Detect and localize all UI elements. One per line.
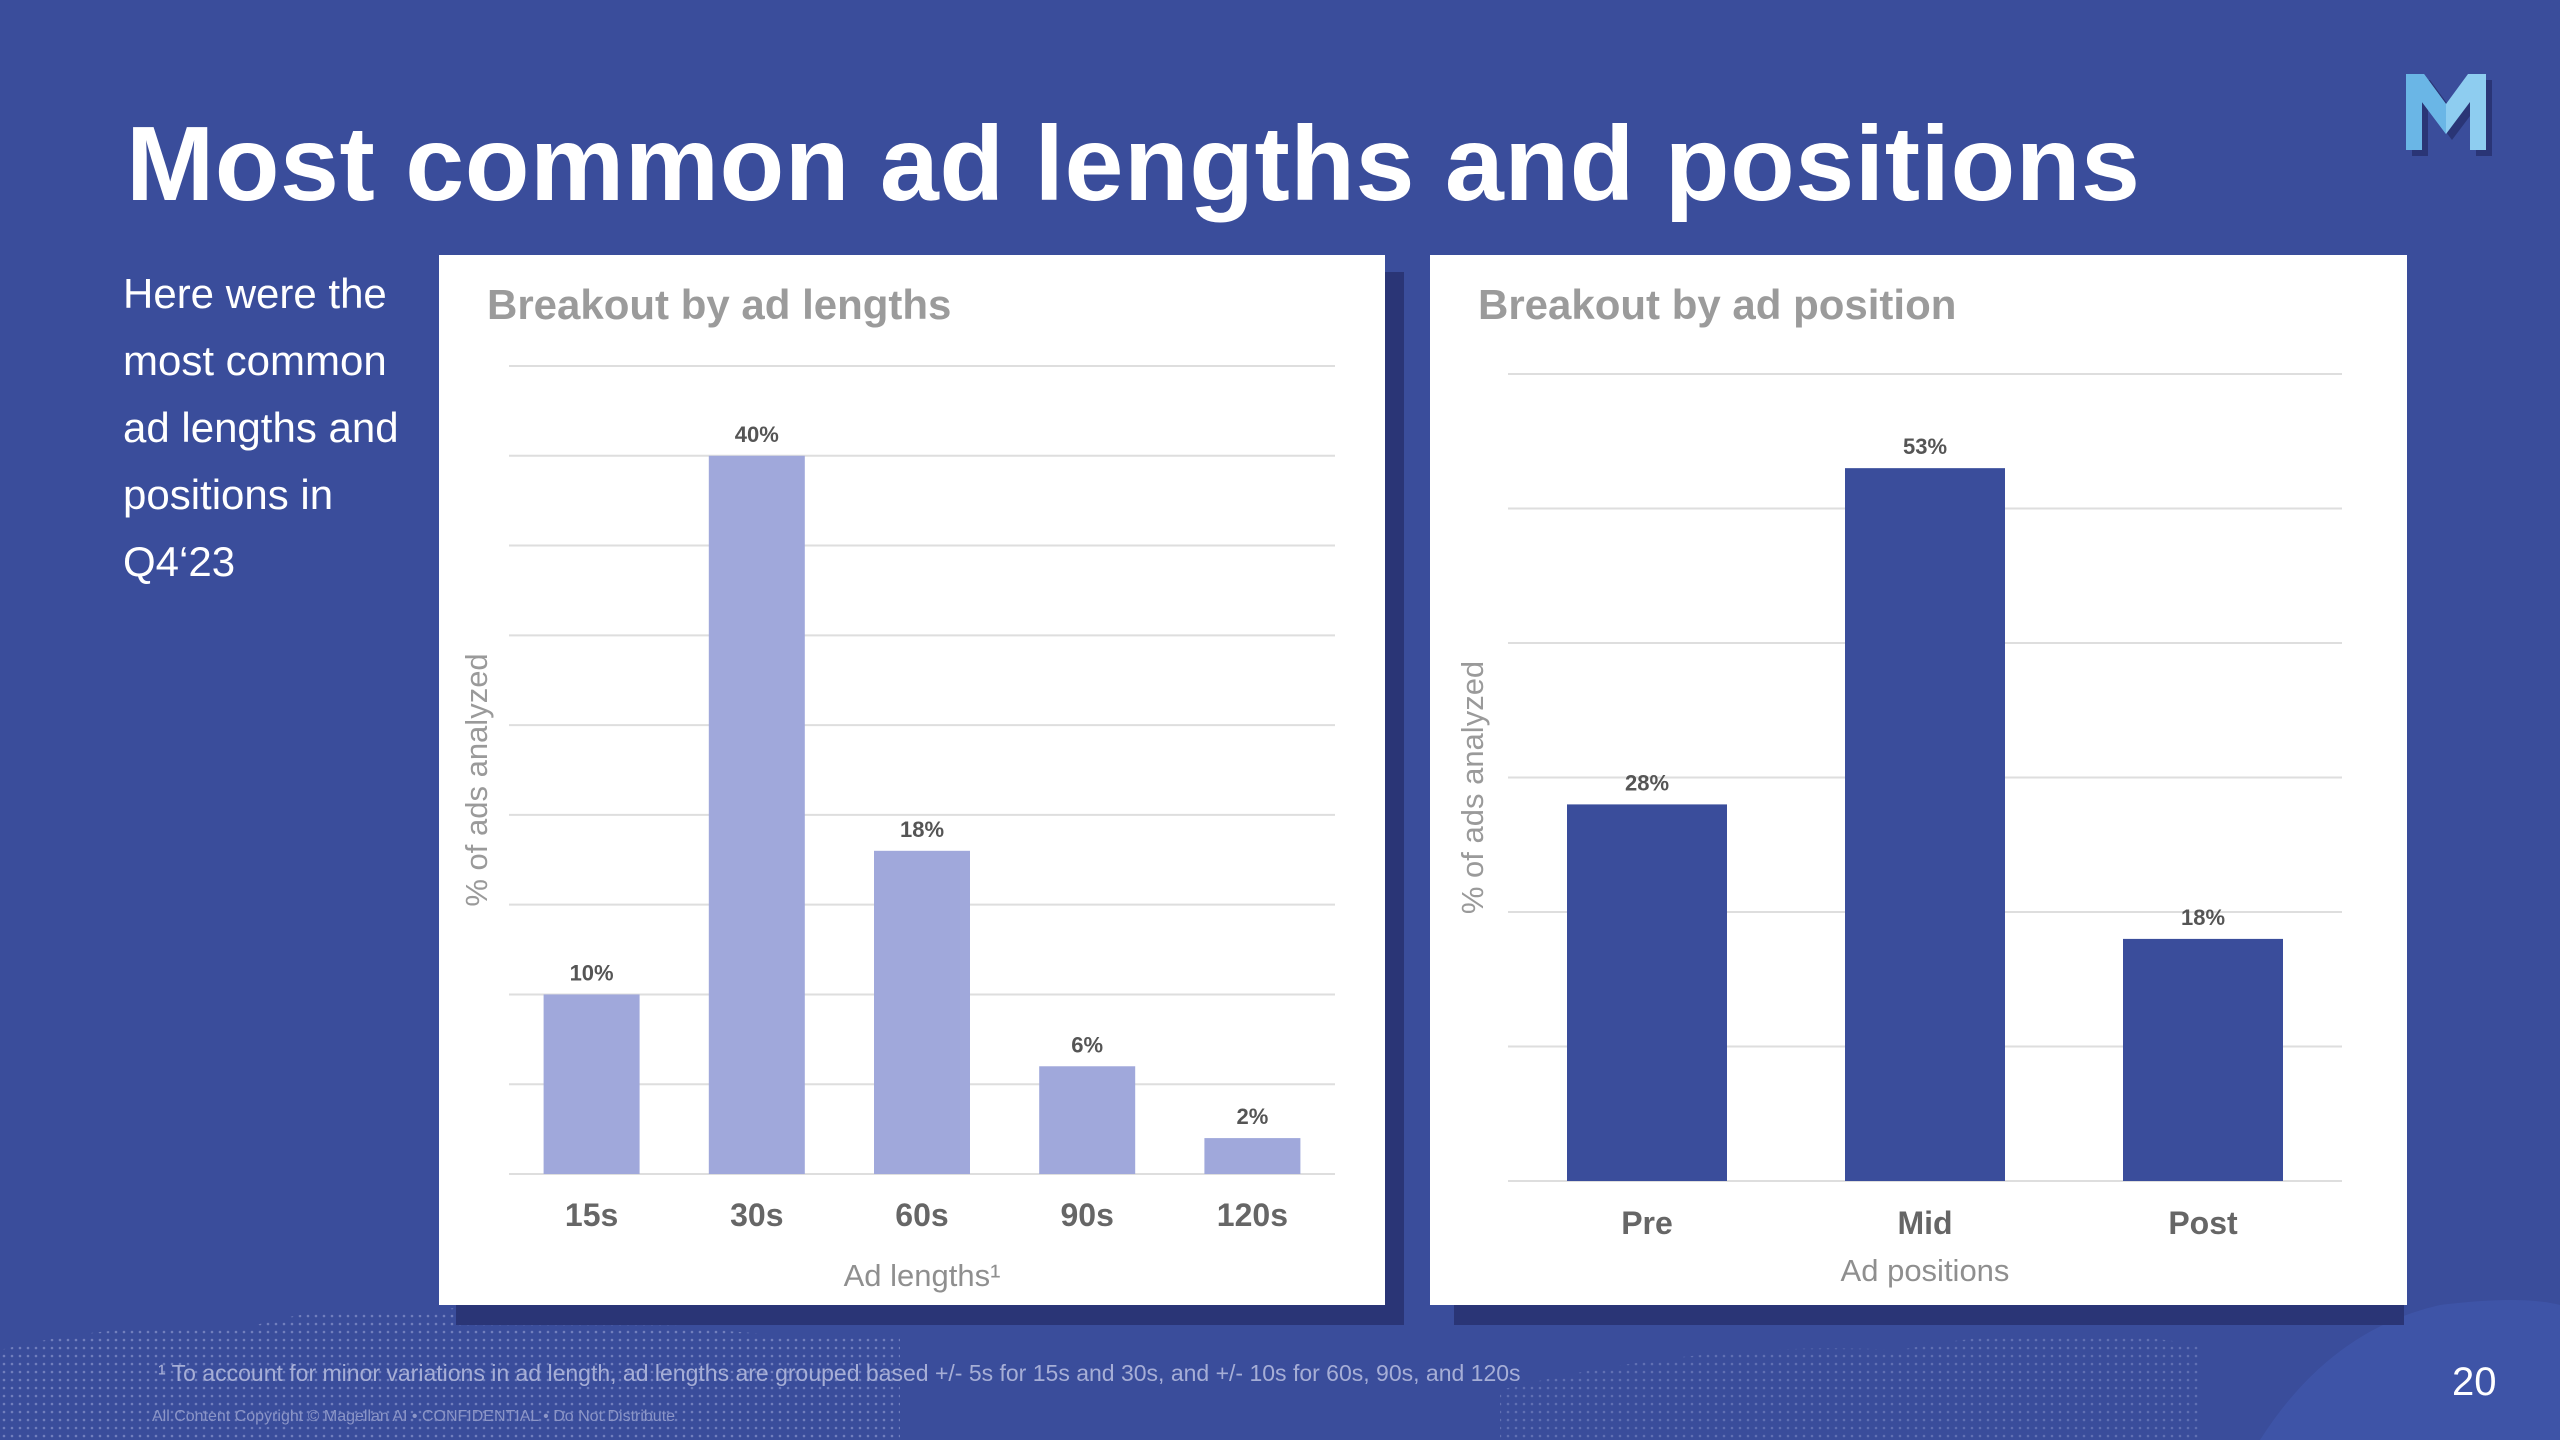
bar-pre xyxy=(1567,804,1727,1181)
x-tick-label: 120s xyxy=(1217,1197,1288,1233)
lengths-bar-chart: 10% 15s 40% 30s 18% 60s 6% 90s 2% 120s Ad lengths¹… xyxy=(459,365,1335,1293)
x-axis-label: Ad positions xyxy=(1841,1253,2010,1288)
position-chart-card: Breakout by ad position 28% Pre 53% Mid 18% P… xyxy=(1430,255,2407,1305)
data-label: 2% xyxy=(1237,1104,1269,1129)
intro-line: ad lengths and xyxy=(123,404,399,451)
data-label: 40% xyxy=(735,422,779,447)
x-tick-label: 30s xyxy=(730,1197,783,1233)
bar-post xyxy=(2123,938,2283,1181)
bar-mid xyxy=(1845,468,2005,1181)
bar-15s xyxy=(543,994,640,1174)
x-tick-label: Post xyxy=(2168,1205,2238,1241)
position-bar-chart: 28% Pre 53% Mid 18% Post Ad positions % of ads … xyxy=(1455,373,2342,1288)
page-number: 20 xyxy=(2452,1360,2497,1404)
bar-30s xyxy=(708,455,805,1174)
y-axis-label: % of ads analyzed xyxy=(459,653,494,906)
lengths-chart-title: Breakout by ad lengths xyxy=(487,281,952,328)
footnote: ¹ To account for minor variations in ad … xyxy=(158,1360,1521,1386)
data-label: 6% xyxy=(1071,1032,1103,1057)
magellan-m-logo-icon xyxy=(2406,74,2492,156)
data-label: 10% xyxy=(570,960,614,985)
intro-line: most common xyxy=(123,337,387,384)
bar-120s xyxy=(1204,1138,1301,1174)
intro-line: positions in xyxy=(123,471,334,518)
x-axis-label: Ad lengths¹ xyxy=(844,1258,1001,1293)
position-chart-title: Breakout by ad position xyxy=(1478,281,1957,328)
x-tick-label: 60s xyxy=(895,1197,948,1233)
intro-line: Q4‘23 xyxy=(123,538,236,585)
data-label: 18% xyxy=(2181,905,2225,930)
copyright-notice: All Content Copyright © Magellan AI • CO… xyxy=(152,1408,676,1425)
y-axis-label: % of ads analyzed xyxy=(1455,661,1490,914)
x-tick-label: Mid xyxy=(1897,1205,1952,1241)
data-label: 53% xyxy=(1903,434,1947,459)
x-tick-label: 15s xyxy=(565,1197,618,1233)
bar-60s xyxy=(874,850,970,1174)
data-label: 28% xyxy=(1625,770,1669,795)
bar-90s xyxy=(1039,1066,1136,1174)
intro-line: Here were the xyxy=(123,270,387,317)
intro-text: Here were the most common ad lengths and… xyxy=(123,260,423,595)
x-tick-label: Pre xyxy=(1621,1205,1673,1241)
page-title: Most common ad lengths and positions xyxy=(126,105,2141,223)
x-tick-label: 90s xyxy=(1061,1197,1114,1233)
data-label: 18% xyxy=(900,817,944,842)
lengths-chart-card: Breakout by ad lengths 10% 15s 40% 30s 18% 60… xyxy=(439,255,1385,1305)
